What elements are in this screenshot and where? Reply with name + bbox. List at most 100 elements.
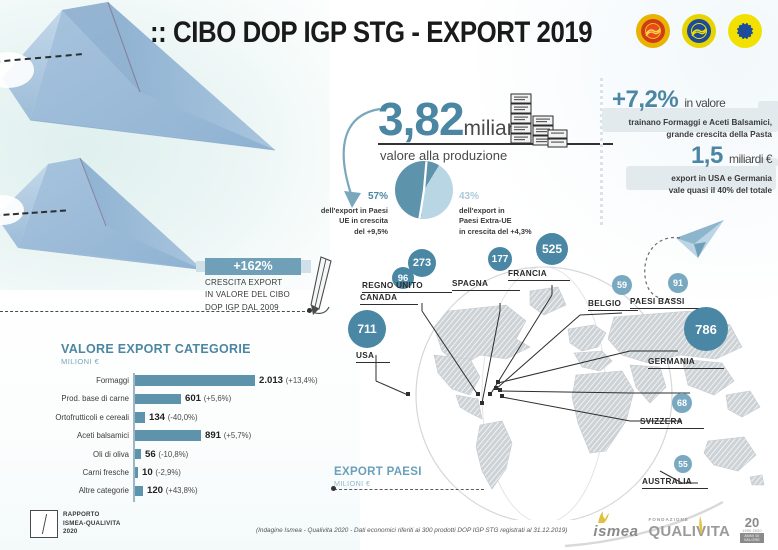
qualivita-logo-top: FONDAZIONE	[648, 517, 689, 523]
map-label-underline	[588, 310, 638, 311]
ismea-logo-text: ismea	[593, 523, 639, 540]
map-bubble-regno-unito: 273	[408, 249, 436, 277]
chart-row: Ortofrutticoli e cereali 134 (-40,0%)	[24, 410, 334, 425]
map-label-spagna: SPAGNA	[452, 279, 489, 288]
pie-label-extraeu-pct: 43%	[459, 191, 480, 202]
map-label-canada: CANADA	[360, 293, 398, 302]
stat-usa-number-unit: miliardi €	[728, 152, 773, 166]
chart-value-label: 10 (-2,9%)	[142, 467, 181, 478]
chart-value: 120	[147, 485, 164, 497]
map-label-underline	[452, 290, 520, 291]
chart-bar-area: 891 (+5,7%)	[135, 430, 334, 441]
chart-axis	[133, 373, 135, 503]
chart-category-label: Aceti balsamici	[77, 431, 129, 441]
map-label-regno-unito: REGNO UNITO	[362, 281, 423, 290]
chart-row: Formaggi 2.013 (+13,4%)	[24, 373, 334, 388]
background-wash-right	[478, 0, 778, 300]
anniversary-badge: 20 1990 2020 ANNI DI VALORE	[740, 515, 764, 544]
certification-logos	[636, 14, 762, 48]
stat-growth-number-unit: in valore	[684, 96, 726, 110]
chart-value: 601	[185, 393, 202, 405]
anniversary-number: 20	[744, 515, 760, 530]
chart-change: (+5,6%)	[203, 394, 232, 404]
pie-divider	[418, 161, 428, 219]
production-value-number: 3,82	[378, 93, 465, 145]
chart-value: 2.013	[259, 375, 284, 386]
chart-bar-area: 134 (-40,0%)	[135, 412, 334, 423]
map-label-underline	[630, 308, 706, 309]
chart-bar-area: 10 (-2,9%)	[135, 467, 334, 478]
anniversary-band: ANNI DI VALORE	[740, 533, 764, 544]
chart-bar	[135, 448, 141, 460]
chart-change: (-40,0%)	[167, 412, 198, 422]
chart-row: Altre categorie 120 (+43,8%)	[24, 483, 334, 498]
footer-swoosh-decoration	[564, 500, 724, 548]
qualivita-logo: FONDAZIONE QUALIVITA	[648, 516, 730, 540]
chart-value: 10	[142, 466, 153, 478]
map-bubble-usa: 711	[348, 310, 386, 348]
paper-plane-icon	[672, 218, 726, 265]
map-label-underline	[360, 304, 418, 305]
chart-value-label: 2.013 (+13,4%)	[259, 375, 318, 386]
map-bubble-paesi-bassi: 91	[668, 273, 688, 293]
chart-value: 56	[145, 448, 156, 460]
map-bubble-belgio: 59	[612, 275, 632, 295]
map-label-svizzera: SVIZZERA	[640, 417, 683, 426]
chart-row: Aceti balsamici 891 (+5,7%)	[24, 428, 334, 443]
export-countries-dash	[334, 489, 484, 490]
stat-growth-number-value: +7,2%	[612, 86, 679, 113]
pie-label-eu: 57% dell'export in Paesi UE in crescita de…	[300, 190, 388, 238]
growth-badge-bar: +162%	[196, 258, 311, 275]
export-countries-map: 711 USA 96 CANADA 273 REGNO UNITO 177 SPAGNA 525…	[330, 233, 778, 524]
map-label-underline	[508, 280, 570, 281]
pie-label-extraeu: 43% dell'export in Paesi Extra-UE in cresc…	[459, 190, 559, 238]
export-countries-title: EXPORT PAESI	[334, 466, 422, 478]
chart-category-label: Carni fresche	[82, 467, 129, 477]
map-bubble-spagna: 177	[488, 247, 512, 271]
chart-category-label: Oli di oliva	[93, 449, 129, 459]
chart-value-label: 891 (+5,7%)	[205, 430, 251, 441]
report-credit: RAPPORTO ISMEA-QUALIVITA 2020	[30, 510, 121, 538]
chart-value: 891	[205, 430, 222, 442]
map-label-australia: AUSTRALIA	[642, 477, 693, 486]
chart-rows: Formaggi 2.013 (+13,4%) Prod. base di carn…	[24, 373, 334, 498]
dashed-separator-dot	[307, 308, 312, 313]
export-categories-chart: VALORE EXPORT CATEGORIE MILIONI € Formag…	[24, 342, 334, 503]
production-caption: valore alla produzione	[380, 148, 508, 163]
chart-category-label: Altre categorie	[78, 486, 129, 496]
chart-bar-area: 2.013 (+13,4%)	[135, 375, 334, 386]
chart-category-label: Ortofrutticoli e cereali	[55, 412, 129, 422]
export-countries-dot	[331, 486, 336, 491]
ismea-logo: ismea	[593, 511, 639, 540]
map-label-underline	[356, 362, 390, 363]
stat-usa-text: export in USA e Germania vale quasi il 40…	[668, 174, 772, 196]
chart-change: (-2,9%)	[155, 467, 181, 477]
map-label-underline	[640, 428, 704, 429]
map-label-germania: GERMANIA	[648, 357, 695, 366]
chart-bar	[135, 412, 145, 423]
chart-value-label: 120 (+43,8%)	[147, 485, 198, 496]
chart-bar-area: 601 (+5,6%)	[135, 393, 334, 404]
chart-bar	[135, 485, 143, 497]
chart-plot-area: Formaggi 2.013 (+13,4%) Prod. base di carn…	[24, 373, 334, 503]
chart-change: (+13,4%)	[285, 376, 318, 385]
map-label-usa: USA	[356, 351, 375, 360]
chart-row: Prod. base di carne 601 (+5,6%)	[24, 391, 334, 406]
export-countries-legend: EXPORT PAESI MILIONI €	[334, 466, 422, 488]
chart-bar	[135, 375, 255, 386]
stat-card-growth-value: +7,2% in valore trainano Formaggi e Acet…	[602, 86, 778, 142]
chart-category-label: Prod. base di carne	[61, 394, 129, 404]
anniversary-years: 1990 2020	[742, 529, 762, 533]
stat-growth-number: +7,2% in valore	[612, 86, 772, 114]
pie-label-eu-pct: 57%	[367, 191, 388, 202]
pen-icon	[305, 255, 339, 322]
paper-plane-photo-top	[0, 0, 290, 180]
map-bubble-francia: 525	[536, 233, 568, 265]
map-label-underline	[642, 488, 708, 489]
chart-value: 134	[149, 411, 166, 423]
map-leader-lines	[375, 285, 698, 484]
wheat-icon	[699, 516, 703, 534]
stat-card-usa-germany: 1,5 miliardi € export in USA e Germania v…	[626, 142, 778, 198]
plane-dotted-trail	[644, 237, 681, 301]
